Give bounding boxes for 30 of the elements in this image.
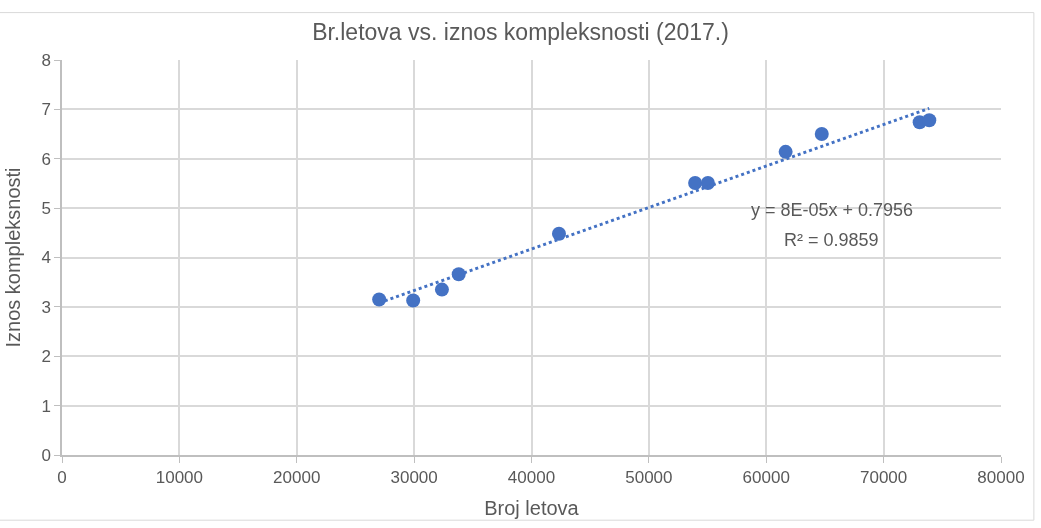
- chart-title: Br.letova vs. iznos kompleksnosti (2017.): [312, 18, 729, 45]
- y-tick-label: 7: [41, 100, 51, 120]
- point: [688, 175, 703, 190]
- x-tick-label: 70000: [859, 468, 908, 488]
- point: [778, 144, 793, 159]
- x-tick-label: 50000: [625, 468, 673, 488]
- y-axis-title: Iznos kompleksnosti: [2, 167, 25, 348]
- y-tick-label: 0: [41, 445, 51, 465]
- point: [922, 113, 937, 128]
- y-tick-label: 6: [41, 149, 51, 169]
- y-tick-label: 1: [41, 396, 51, 416]
- x-tick-label: 30000: [390, 468, 438, 488]
- point: [814, 127, 829, 142]
- x-tick-label: 10000: [155, 468, 204, 488]
- point: [551, 226, 566, 241]
- x-tick-label: 60000: [742, 468, 790, 488]
- x-tick-label: 20000: [273, 468, 321, 488]
- x-tick-label: 0: [57, 468, 67, 488]
- y-tick-label: 8: [41, 50, 51, 70]
- y-tick-label: 4: [41, 248, 51, 268]
- annotation: y = 8E-05x + 0.7956: [751, 200, 914, 220]
- x-tick-label: 40000: [507, 468, 556, 488]
- x-tick-label: 80000: [977, 468, 1025, 488]
- y-tick-label: 3: [41, 297, 51, 317]
- point: [434, 282, 449, 297]
- x-axis-title: Broj letova: [484, 497, 580, 520]
- y-tick-label: 5: [41, 199, 51, 219]
- annotation: R² = 0.9859: [784, 230, 879, 250]
- point: [406, 293, 421, 308]
- y-tick-label: 2: [41, 347, 51, 367]
